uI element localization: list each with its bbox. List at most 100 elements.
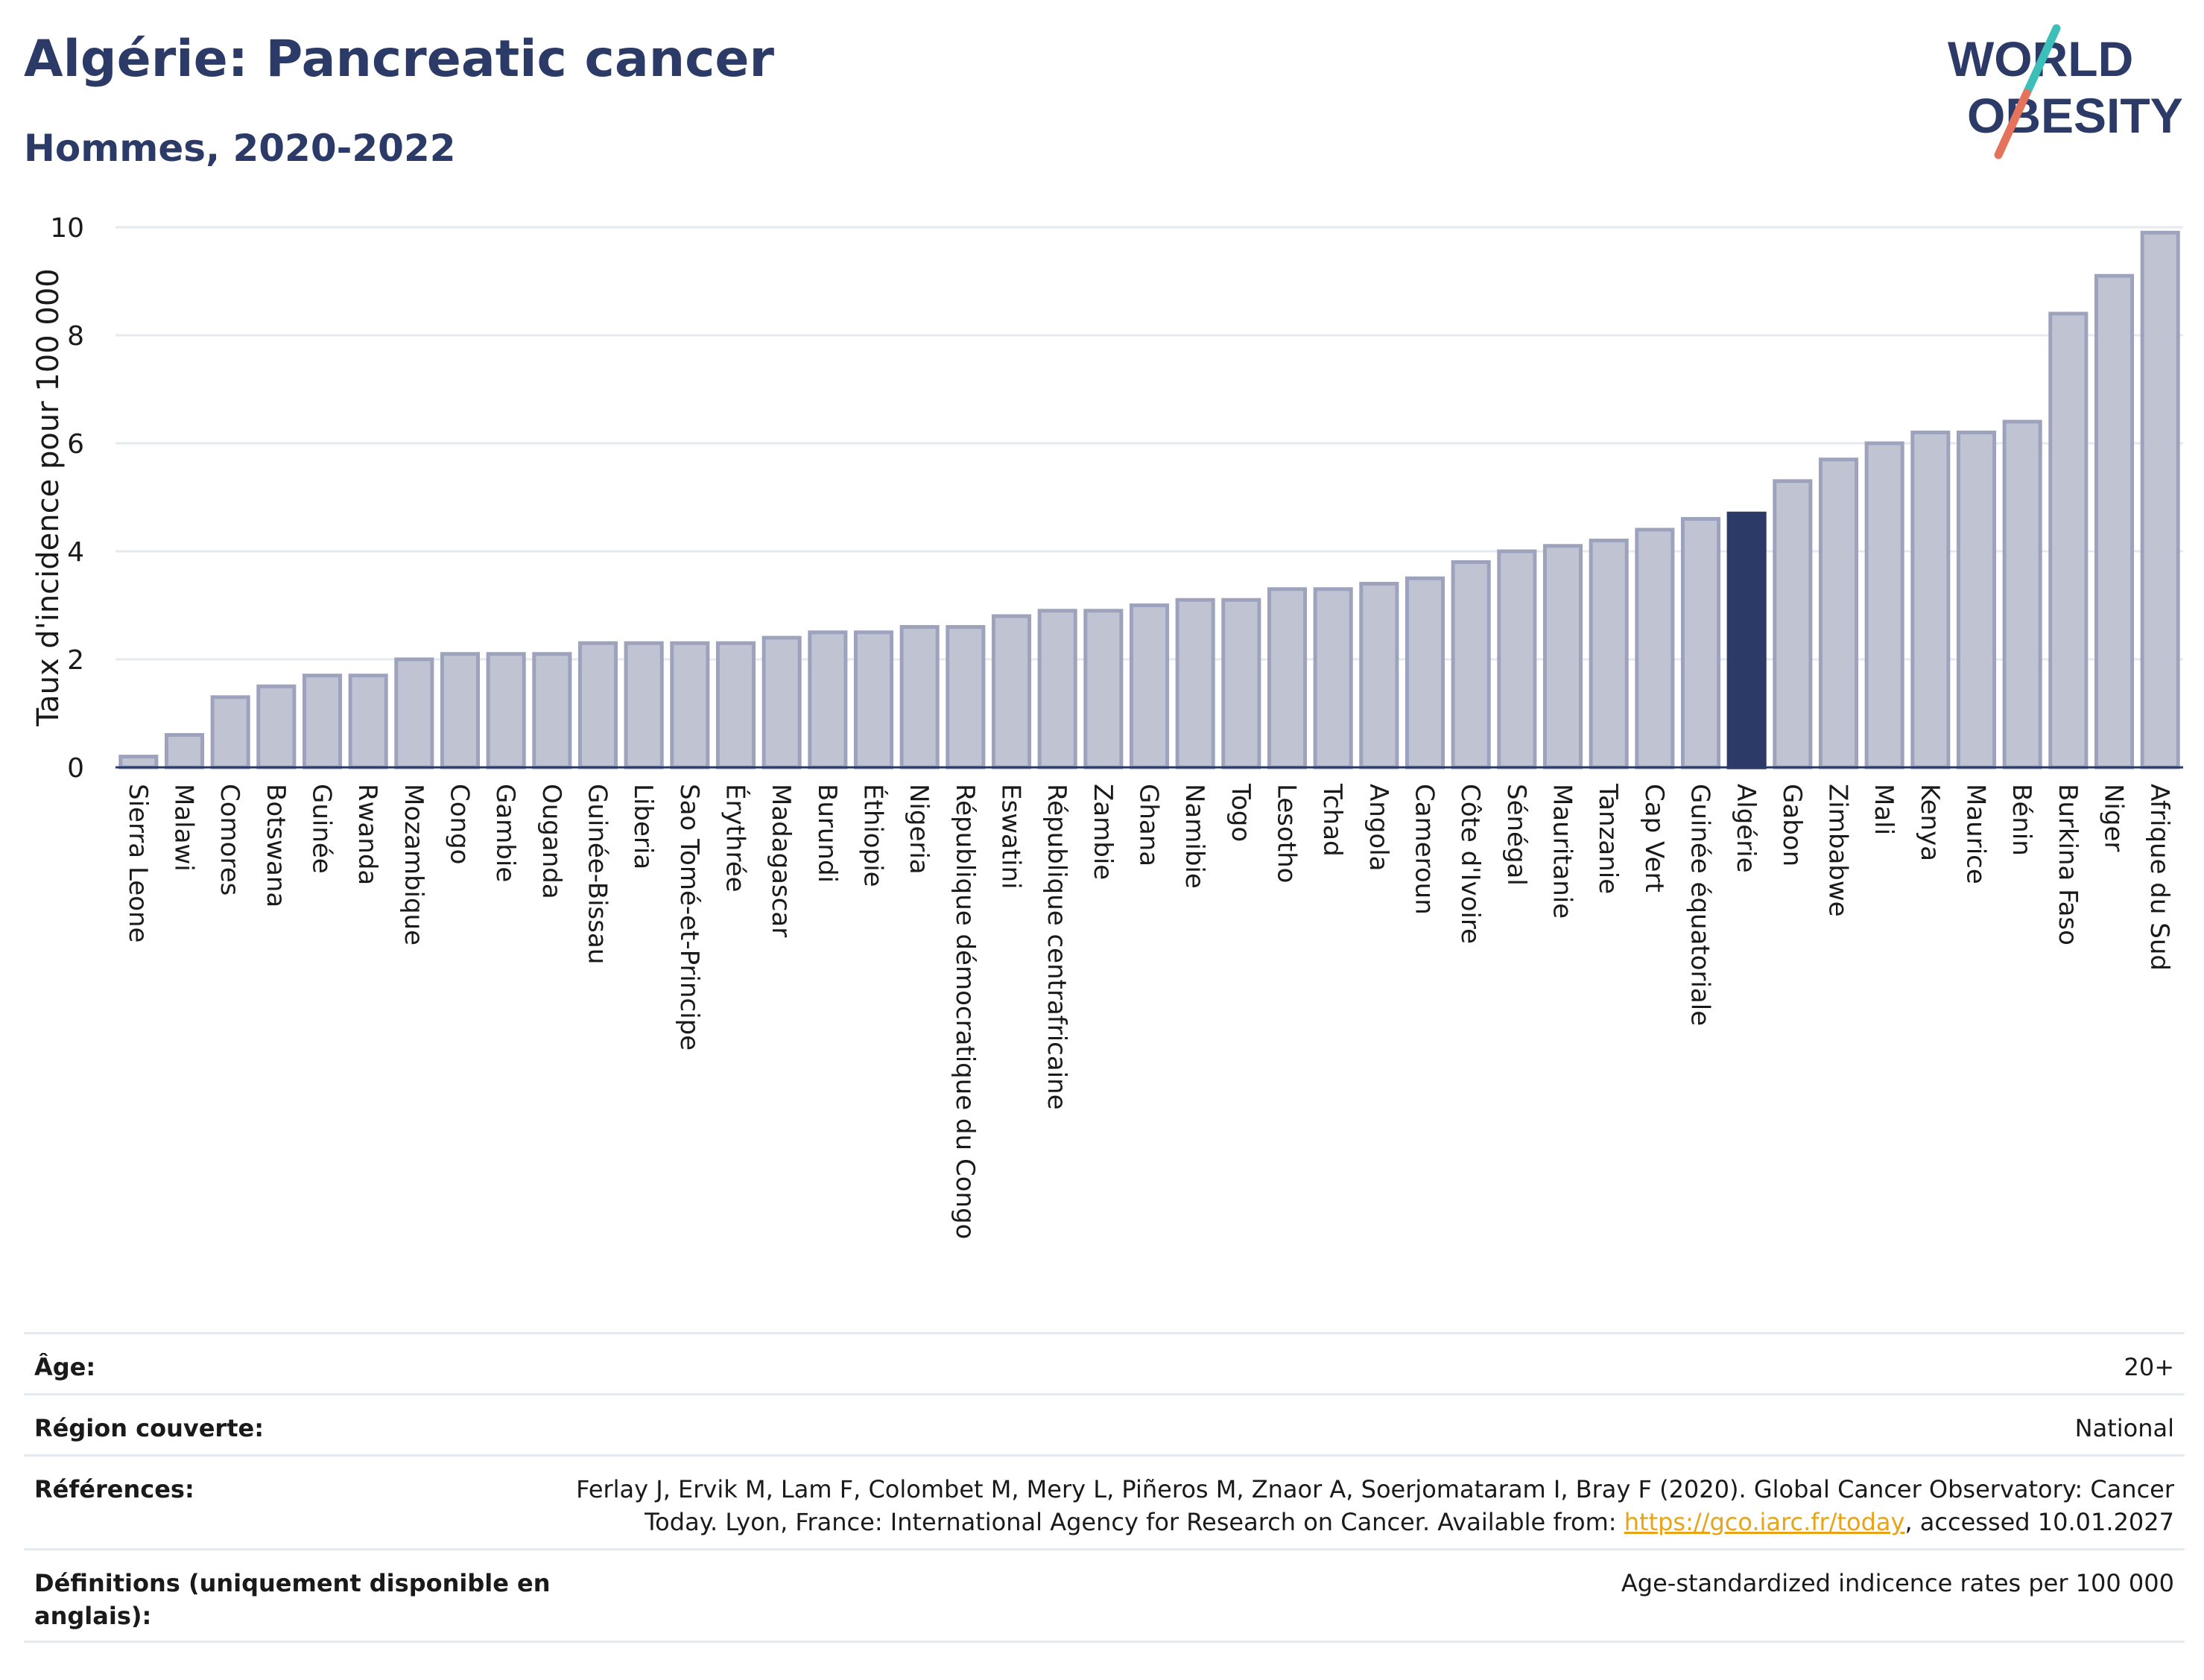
bar [256,684,297,770]
bar [1956,431,1997,770]
bar [1818,457,1859,770]
bar [2140,230,2180,770]
bar [670,641,710,770]
bar [808,630,848,770]
x-tick-label: Bénin [2007,784,2036,856]
x-tick-label: Lesotho [1272,784,1302,883]
x-tick-label: Éthiopie [858,784,889,887]
meta-value-region: National [2074,1414,2174,1442]
bar [394,657,434,770]
x-tick-label: Sierra Leone [123,784,153,942]
bar [1221,597,1261,770]
bar [2048,311,2089,770]
x-tick-label: République centrafricaine [1042,784,1071,1110]
bar [440,652,481,770]
bar [1680,517,1721,770]
x-tick-label: Sao Tomé-et-Principe [674,784,704,1050]
meta-value-references: Ferlay J, Ervik M, Lam F, Colombet M, Me… [572,1473,2174,1538]
x-tick-label: Guinée équatoriale [1685,784,1715,1026]
meta-label-region: Région couverte: [34,1414,264,1442]
bar [1635,527,1675,770]
y-axis-title: Taux d'incidence pour 100 000 [31,268,66,726]
meta-label-definitions: Définitions (uniquement disponible en an… [34,1569,551,1630]
bar [2002,419,2042,770]
bar [1910,431,1951,770]
x-tick-label: Cameroun [1410,784,1440,915]
bar [1175,597,1215,770]
x-tick-label: Zambie [1088,784,1118,880]
x-tick-label: Algérie [1731,784,1761,873]
bar [1451,560,1491,770]
bar [1129,603,1170,770]
x-tick-label: Botswana [261,784,291,907]
x-tick-label: Rwanda [352,784,382,885]
x-tick-label: Comores [215,784,244,896]
x-tick-label: Congo [445,784,475,864]
x-tick-label: Afrique du Sud [2144,784,2174,971]
bar [1313,587,1353,770]
y-tick-label: 6 [67,429,84,460]
x-tick-label: Burkina Faso [2053,784,2083,945]
bar [1037,609,1077,770]
meta-bottom-rule [24,1641,2185,1643]
bar [577,641,618,770]
x-tick-label: Gambie [490,784,520,882]
bar [624,641,664,770]
x-tick-label: Nigeria [904,784,934,875]
meta-value-age: 20+ [2124,1353,2174,1381]
x-tick-label: Gabon [1777,784,1807,866]
bar [1773,479,1813,770]
bar [1542,544,1583,770]
bar [946,625,986,770]
bar [761,635,802,770]
reference-link[interactable]: https://gco.iarc.fr/today [1624,1508,1905,1536]
y-tick-label: 0 [67,753,84,784]
x-tick-label: Ghana [1134,784,1164,866]
chart-subtitle: Hommes, 2020-2022 [24,127,456,170]
x-tick-label: Érythrée [721,784,751,893]
chart-title: Algérie: Pancreatic cancer [24,30,775,89]
reference-accessed: , accessed 10.01.2027 [1904,1508,2174,1536]
meta-value-definitions: Age-standardized indicence rates per 100… [1621,1569,2174,1597]
bar [532,652,572,770]
bar [1864,441,1904,770]
bar [715,641,756,770]
meta-row-definitions: Définitions (uniquement disponible en an… [24,1548,2185,1643]
y-tick-label: 2 [67,645,84,676]
world-obesity-logo: WORLD OBESITY [1948,24,2183,159]
x-tick-label: Namibie [1179,784,1209,889]
x-tick-label: Liberia [628,784,658,869]
bar [1405,576,1445,770]
meta-label-references: Références: [34,1475,194,1503]
x-tick-label: Sénégal [1501,784,1531,886]
x-tick-label: Eswatini [996,784,1026,890]
x-tick-label: République démocratique du Congo [950,784,980,1239]
x-tick-label: Tanzanie [1593,783,1623,894]
bar [1267,587,1308,770]
x-tick-label: Kenya [1915,784,1945,861]
meta-row-age: Âge: 20+ [24,1332,2185,1394]
x-tick-label: Ouganda [536,784,566,899]
y-tick-label: 4 [67,537,84,568]
meta-row-references: Références: Ferlay J, Ervik M, Lam F, Co… [24,1454,2185,1549]
meta-label-age: Âge: [34,1353,96,1381]
x-tick-label: Togo [1226,783,1255,842]
logo-slash-bottom [1994,89,2031,159]
reference-text: Ferlay J, Ervik M, Lam F, Colombet M, Me… [576,1475,2174,1536]
x-tick-label: Niger [2099,784,2129,852]
x-tick-label: Malawi [169,784,199,872]
bar-chart: 0 2 4 6 8 10 Taux d'incidence pour 100 000 Sier… [31,213,2183,1239]
x-tick-label: Guinée-Bissau [583,784,612,964]
x-tick-label: Mozambique [399,784,428,945]
y-tick-label: 10 [50,213,84,244]
x-tick-label: Tchad [1317,783,1347,857]
y-tick-label: 8 [67,321,84,352]
bar-highlighted [1726,511,1767,770]
x-tick-label: Zimbabwe [1823,784,1853,917]
bar [1359,582,1399,770]
x-tick-label: Mali [1869,784,1899,835]
bar [348,673,388,770]
x-tick-label: Madagascar [766,784,796,937]
bar [2094,273,2135,770]
bar [486,652,526,770]
